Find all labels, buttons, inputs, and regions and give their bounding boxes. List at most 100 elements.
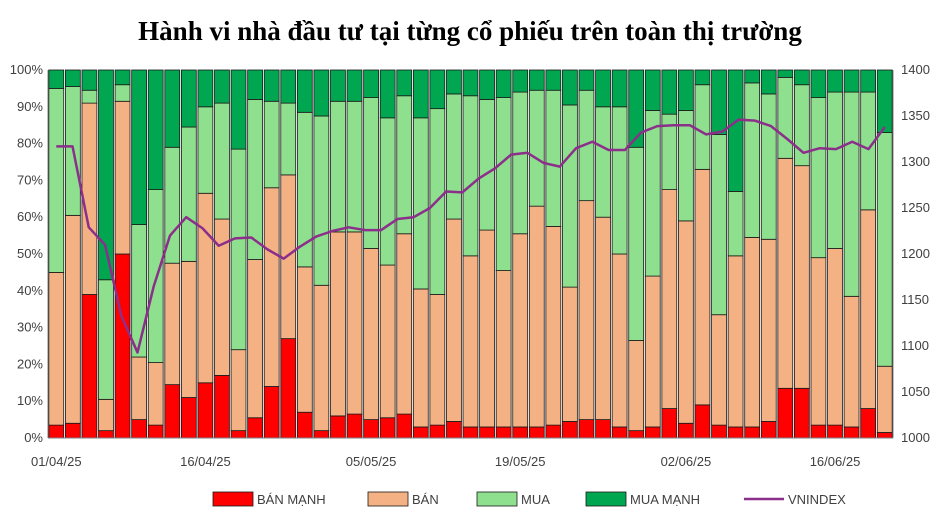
bar-mua-manh-48: [843, 69, 860, 93]
y-right-tick-label: 1200: [901, 246, 930, 261]
bar-ban-26: [479, 229, 495, 428]
bar-mua-manh-15: [296, 69, 313, 113]
bar-ban-manh-34: [611, 426, 628, 439]
bar-mua-35: [628, 146, 645, 341]
bar-ban-manh-18: [346, 413, 363, 439]
bar-mua-14: [280, 102, 297, 176]
bar-mua-manh-21: [396, 69, 413, 97]
bar-mua-18: [346, 100, 363, 233]
bar-mua-manh-44: [777, 69, 794, 78]
x-tick-label: 02/06/25: [661, 454, 712, 469]
bar-ban-32: [578, 200, 595, 421]
bar-mua-16: [313, 115, 330, 286]
bar-mua-3: [98, 279, 114, 400]
bar-mua-40: [711, 133, 727, 316]
bar-mua-30: [545, 89, 562, 227]
bar-ban-manh-1: [65, 422, 81, 439]
bar-mua-9: [197, 106, 214, 194]
bar-mua-manh-18: [346, 69, 363, 102]
bar-mua-33: [595, 106, 611, 218]
bar-ban-manh-21: [396, 413, 413, 439]
bar-ban-49: [860, 209, 877, 409]
bar-mua-manh-12: [247, 69, 263, 100]
bar-mua-manh-43: [760, 69, 777, 95]
bar-mua-27: [495, 97, 512, 271]
bar-ban-37: [661, 189, 678, 409]
bar-mua-manh-41: [727, 69, 744, 192]
bar-mua-8: [180, 126, 197, 262]
bar-ban-16: [313, 284, 330, 432]
bar-mua-26: [479, 99, 495, 231]
bar-mua-20: [379, 117, 396, 266]
bar-ban-47: [827, 248, 843, 426]
bar-mua-11: [230, 148, 247, 351]
bar-mua-34: [611, 106, 628, 255]
bar-ban-manh-49: [860, 408, 877, 439]
bar-ban-24: [446, 218, 462, 422]
bar-mua-manh-14: [280, 69, 297, 104]
bar-ban-1: [65, 214, 81, 424]
bar-mua-48: [843, 91, 860, 297]
bar-ban-28: [512, 233, 529, 428]
bar-ban-8: [180, 260, 197, 398]
bar-ban-manh-4: [114, 253, 131, 439]
y-right-tick-label: 1100: [901, 338, 929, 353]
bar-ban-33: [595, 216, 611, 420]
bar-ban-manh-22: [412, 426, 429, 439]
bar-mua-manh-29: [528, 69, 545, 91]
bar-mua-21: [396, 95, 413, 235]
bar-ban-manh-44: [777, 387, 794, 439]
bar-mua-manh-19: [363, 69, 379, 99]
y-left-tick-label: 40%: [17, 283, 43, 298]
y-right-tick-label: 1150: [901, 292, 929, 307]
legend-label: BÁN MẠNH: [257, 492, 326, 507]
bar-ban-manh-29: [528, 426, 545, 439]
bar-mua-manh-33: [595, 69, 611, 108]
bar-ban-manh-17: [330, 415, 346, 439]
bar-mua-manh-2: [81, 69, 98, 91]
bar-ban-29: [528, 205, 545, 428]
bar-mua-manh-49: [860, 69, 877, 93]
bar-mua-manh-46: [810, 69, 827, 99]
bar-mua-manh-40: [711, 69, 727, 135]
y-left-tick-label: 70%: [17, 172, 43, 187]
y-left-tick-label: 30%: [17, 320, 43, 335]
bar-ban-0: [48, 271, 65, 426]
bar-ban-45: [794, 165, 810, 389]
bar-ban-23: [429, 294, 446, 426]
bar-mua-29: [528, 89, 545, 207]
bar-ban-manh-12: [247, 417, 263, 439]
y-right-tick-label: 1250: [901, 200, 930, 215]
bar-ban-35: [628, 340, 645, 432]
bar-ban-31: [562, 286, 578, 422]
bar-ban-manh-7: [164, 384, 181, 439]
bar-ban-manh-28: [512, 426, 529, 439]
bar-ban-manh-43: [760, 421, 777, 439]
bar-ban-manh-35: [628, 430, 645, 439]
bar-ban-44: [777, 157, 794, 389]
legend-swatch-mua-manh: [585, 491, 627, 507]
bar-mua-manh-0: [48, 69, 65, 89]
legend-swatch-ban: [367, 491, 409, 507]
bar-mua-39: [694, 84, 711, 170]
bar-ban-manh-0: [48, 424, 65, 439]
bar-ban-17: [330, 231, 346, 417]
bar-mua-manh-34: [611, 69, 628, 108]
bar-ban-manh-41: [727, 426, 744, 439]
bar-ban-manh-37: [661, 408, 678, 439]
bar-ban-manh-20: [379, 417, 396, 439]
y-left-tick-label: 90%: [17, 99, 43, 114]
bar-ban-manh-11: [230, 430, 247, 439]
bar-mua-manh-37: [661, 69, 678, 115]
bar-ban-13: [263, 187, 280, 387]
bar-mua-manh-5: [131, 69, 147, 225]
bar-ban-manh-15: [296, 411, 313, 439]
bar-mua-46: [810, 97, 827, 259]
bar-mua-manh-11: [230, 69, 247, 150]
bar-mua-manh-13: [263, 69, 280, 102]
bar-mua-manh-20: [379, 69, 396, 119]
bar-mua-43: [760, 93, 777, 240]
bar-mua-manh-39: [694, 69, 711, 86]
